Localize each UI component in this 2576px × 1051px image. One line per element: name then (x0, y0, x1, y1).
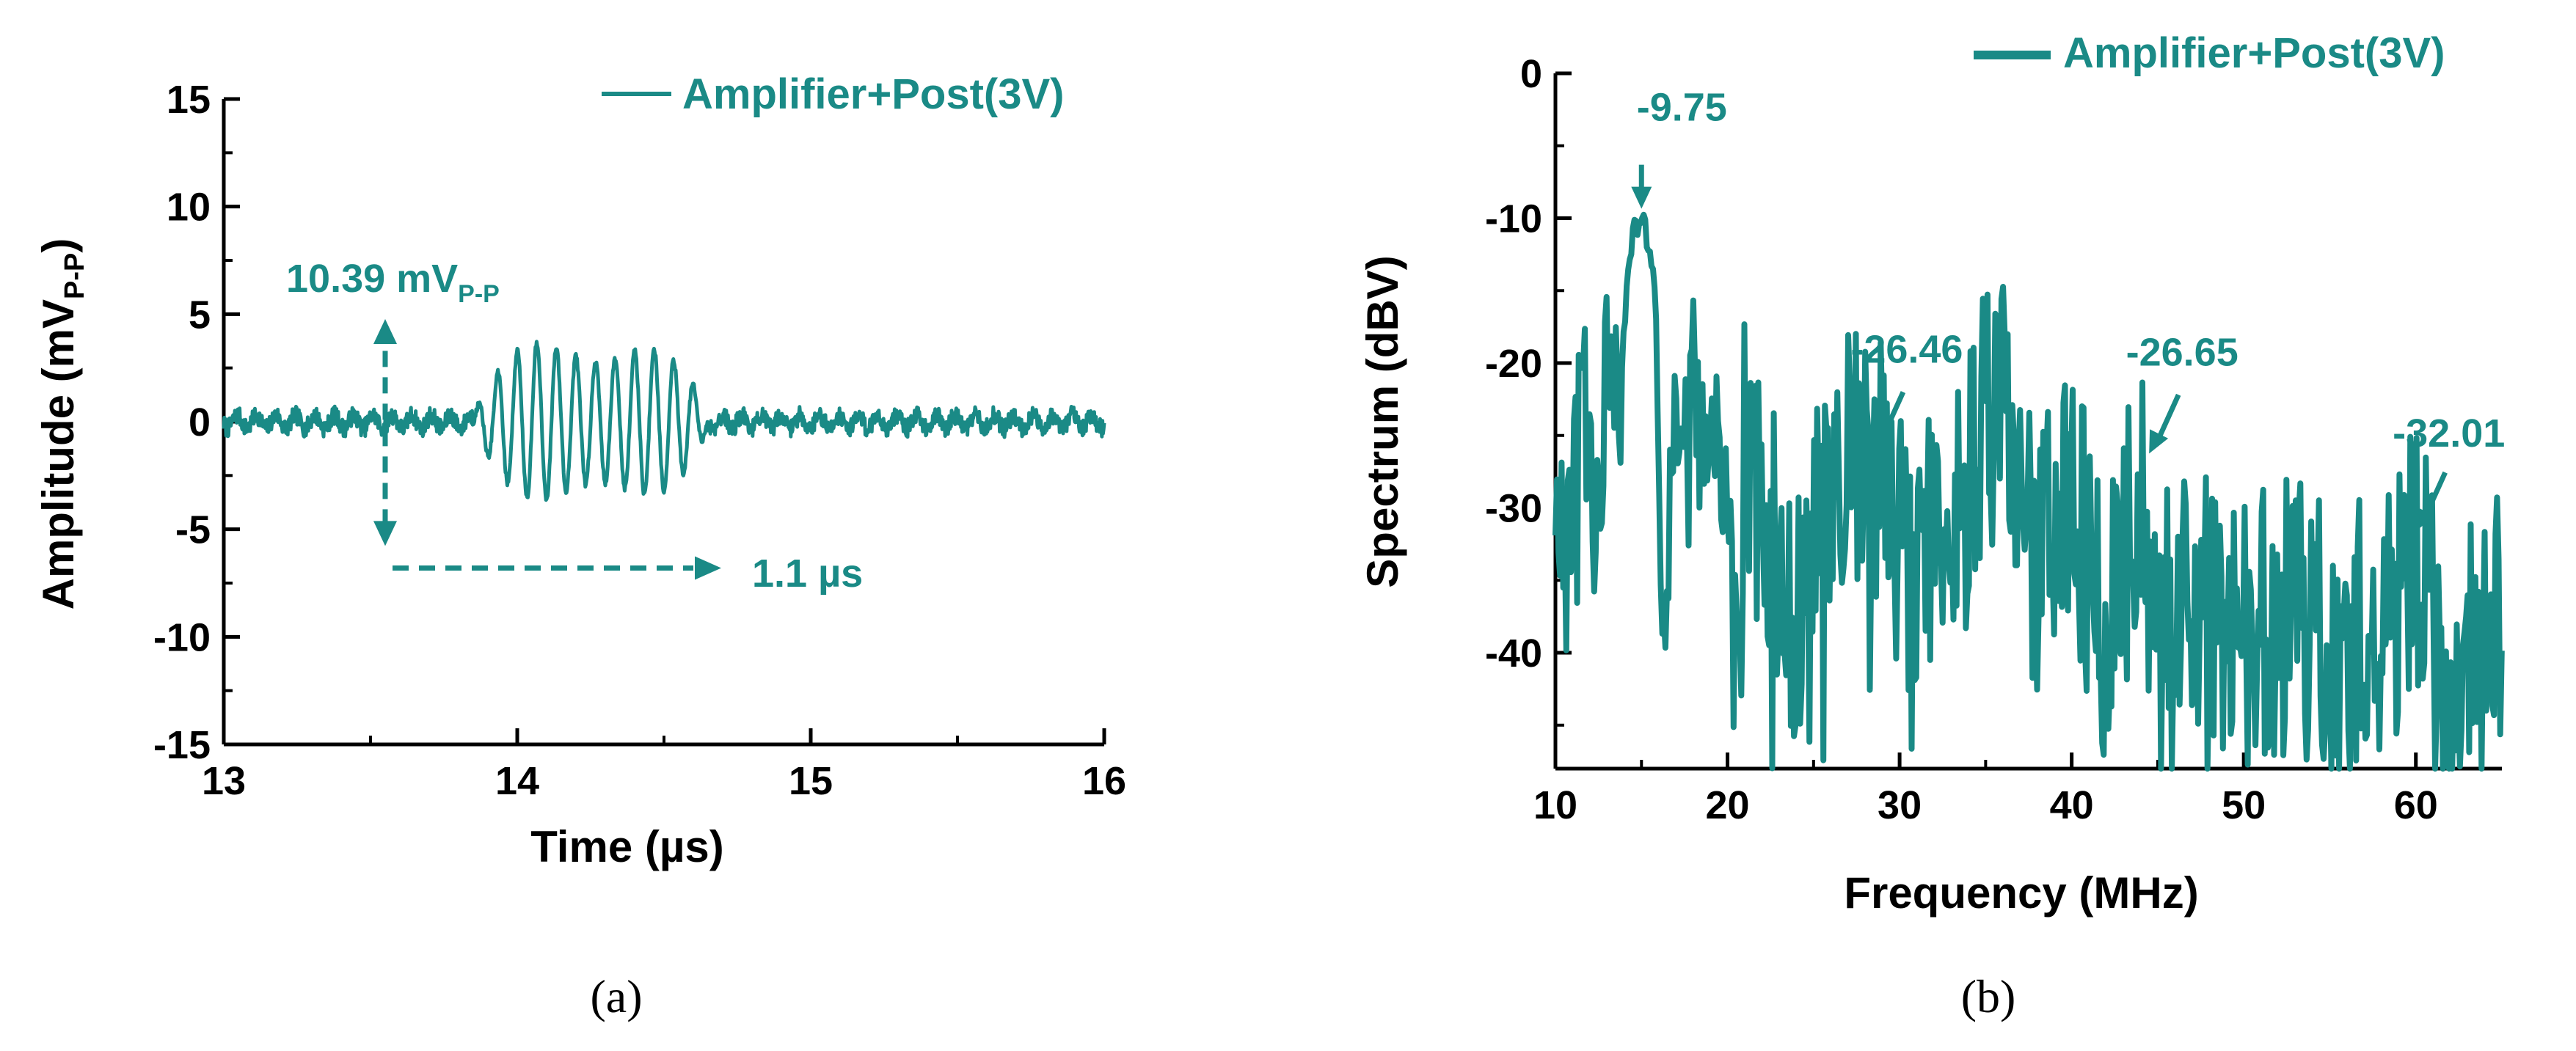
spectrum-annotation-arrowhead (2149, 429, 2169, 454)
spectrum-annotations: -9.75 -26.46 -26.65 -32.01 (1631, 86, 2505, 532)
spectrum-annotation-arrow (2422, 471, 2448, 519)
time-y-tick-label: 15 (167, 78, 211, 122)
spectrum-curve (1552, 211, 2505, 772)
spectrum-y-axis-label: Spectrum (dBV) (1358, 255, 1407, 587)
amplitude-arrowhead-top (373, 319, 397, 344)
spectrum-y-tick-label: -40 (1485, 631, 1542, 675)
spectrum-y-tick-label: -20 (1485, 342, 1542, 386)
spectrum-x-tick-label: 40 (2050, 783, 2094, 827)
time-domain-waveform (222, 340, 1106, 502)
time-domain-x-axis-label: Time (µs) (530, 822, 724, 871)
spectrum-y-tick-label: -30 (1485, 487, 1542, 531)
time-domain-ticks: 13 14 15 16 -15 -10 -5 0 5 10 15 (153, 78, 1126, 803)
spectrum-x-tick-label: 50 (2222, 783, 2266, 827)
spectrum-legend: Amplifier+Post(3V) (1974, 29, 2445, 77)
spectrum-annotation-arrowhead (1873, 426, 1893, 451)
spectrum-peak-label: -32.01 (2393, 411, 2505, 455)
spectrum-legend-label: Amplifier+Post(3V) (2063, 29, 2445, 77)
spectrum-x-tick-label: 20 (1706, 783, 1750, 827)
spectrum-chart: 10 20 30 40 50 60 0 -10 -20 -30 -40 -9.75 -26.46 -26… (1358, 29, 2505, 1022)
spectrum-y-tick-label: -10 (1485, 197, 1542, 241)
spectrum-peak-label: -26.46 (1850, 328, 1963, 372)
spectrum-x-tick-label: 30 (1878, 783, 1922, 827)
spectrum-x-tick-label: 10 (1533, 783, 1577, 827)
time-domain-legend-label: Amplifier+Post(3V) (682, 70, 1065, 118)
spectrum-x-axis-label: Frequency (MHz) (1844, 868, 2198, 918)
time-domain-legend: Amplifier+Post(3V) (602, 70, 1065, 118)
time-y-tick-label: -10 (153, 615, 211, 659)
duration-arrowhead (695, 556, 721, 580)
time-domain-annotations: 10.39 mVP-P 1.1 µs (286, 257, 863, 596)
spectrum-annotation-arrowhead (1631, 186, 1652, 209)
spectrum-ticks: 10 20 30 40 50 60 0 -10 -20 -30 -40 (1485, 52, 2438, 827)
spectrum-peak-label: -26.65 (2126, 330, 2239, 374)
duration-annotation: 1.1 µs (752, 552, 863, 596)
time-y-tick-label: 10 (167, 186, 211, 230)
time-y-tick-label: -5 (175, 508, 211, 552)
time-x-tick-label: 14 (495, 759, 539, 803)
spectrum-y-tick-label: 0 (1520, 52, 1542, 96)
spectrum-annotation-arrow (2155, 393, 2181, 442)
spectrum-x-tick-label: 60 (2394, 783, 2438, 827)
amplitude-annotation: 10.39 mVP-P (286, 257, 500, 308)
time-y-tick-label: 5 (189, 293, 211, 337)
panel-label-b: (b) (1961, 970, 2016, 1022)
time-domain-y-axis-label: Amplitude (mVP-P) (34, 238, 90, 610)
spectrum-annotation-arrow (1880, 391, 1906, 439)
time-x-tick-label: 13 (202, 759, 246, 803)
time-y-tick-label: 0 (189, 400, 211, 444)
spectrum-peak-label: -9.75 (1637, 86, 1727, 130)
time-x-tick-label: 15 (789, 759, 833, 803)
panel-label-a: (a) (590, 970, 642, 1022)
amplitude-arrowhead-bottom (373, 521, 397, 546)
spectrum-line (1552, 211, 2505, 772)
time-waveform-line (222, 340, 1106, 502)
spectrum-annotation-arrowhead (2415, 507, 2435, 532)
time-domain-chart: 13 14 15 16 -15 -10 -5 0 5 10 15 10.39 mVP-P 1.1 µ… (34, 70, 1126, 1022)
time-y-tick-label: -15 (153, 723, 211, 767)
time-x-tick-label: 16 (1082, 759, 1126, 803)
